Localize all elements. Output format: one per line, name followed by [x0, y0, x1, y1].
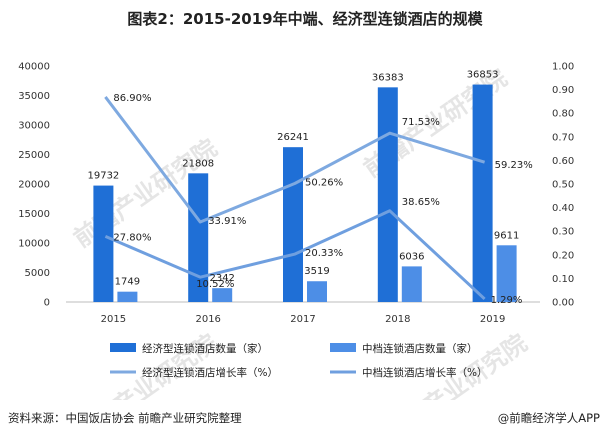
bar-data-label: 21808 — [182, 158, 214, 169]
y2-tick-label: 0.00 — [552, 298, 574, 309]
bar — [212, 288, 233, 302]
y-tick-label: 30000 — [18, 121, 50, 132]
brand-credit: @前瞻经济学人APP — [497, 411, 600, 425]
watermark-text: 前瞻产业研究院 — [69, 329, 223, 400]
bar-data-label: 3519 — [304, 266, 329, 277]
x-tick-label: 2017 — [290, 314, 315, 325]
line-data-label: 50.26% — [305, 177, 343, 188]
bar — [307, 281, 327, 302]
bar — [401, 266, 422, 302]
line-data-label: 1.29% — [491, 295, 523, 306]
bar — [377, 87, 398, 302]
x-tick-label: 2018 — [385, 314, 410, 325]
y-tick-label: 25000 — [18, 150, 50, 161]
bar-data-label: 9611 — [494, 230, 519, 241]
bar — [283, 147, 303, 302]
line-data-label: 38.65% — [402, 197, 440, 208]
bar — [117, 291, 138, 302]
y2-tick-label: 0.60 — [552, 156, 574, 167]
bar-data-label: 36853 — [467, 70, 499, 81]
line-data-label: 27.80% — [113, 232, 151, 243]
y-tick-label: 20000 — [18, 180, 50, 191]
line-data-label: 71.53% — [402, 117, 440, 128]
x-tick-label: 2016 — [195, 314, 220, 325]
bar — [188, 173, 209, 302]
chart-data-labels: 19732 21808 26241 36383 36853 1749 2342 3519 603… — [87, 70, 532, 306]
legend-label: 经济型连锁酒店增长率（%） — [142, 366, 278, 379]
bar — [93, 185, 114, 302]
line-data-label: 10.52% — [196, 279, 234, 290]
y-tick-label: 0 — [44, 298, 50, 309]
source-note: 资料来源：中国饭店协会 前瞻产业研究院整理 — [8, 411, 242, 425]
bar-data-label: 2342 — [209, 273, 234, 284]
y2-tick-label: 0.20 — [552, 250, 574, 261]
bar-data-label: 26241 — [277, 132, 309, 143]
bar-data-label: 19732 — [87, 171, 119, 182]
y2-tick-label: 0.50 — [552, 180, 574, 191]
bar-data-label: 1749 — [115, 277, 140, 288]
series-line — [104, 96, 486, 224]
bar-data-label: 6036 — [399, 251, 424, 262]
y2-tick-label: 0.30 — [552, 227, 574, 238]
x-tick-label: 2015 — [101, 314, 126, 325]
y-tick-label: 40000 — [18, 62, 50, 73]
y2-tick-label: 0.90 — [552, 85, 574, 96]
chart-lines — [104, 96, 486, 301]
line-data-label: 86.90% — [113, 93, 151, 104]
y2-tick-label: 0.40 — [552, 203, 574, 214]
bar — [496, 245, 517, 302]
y-tick-label: 10000 — [18, 239, 50, 250]
y2-tick-label: 1.00 — [552, 62, 574, 73]
chart-bars — [93, 84, 517, 303]
series-line — [104, 209, 486, 301]
y2-tick-label: 0.80 — [552, 109, 574, 120]
bar — [472, 84, 493, 303]
chart-title: 图表2：2015-2019年中端、经济型连锁酒店的规模 — [127, 10, 483, 28]
legend-label: 经济型连锁酒店数量（家） — [142, 342, 268, 355]
y-tick-label: 35000 — [18, 91, 50, 102]
chart-legend: 经济型连锁酒店数量（家） 中档连锁酒店数量（家） 经济型连锁酒店增长率（%） 中档连锁… — [110, 342, 487, 379]
line-data-label: 20.33% — [305, 248, 343, 259]
y2-tick-label: 0.70 — [552, 132, 574, 143]
line-data-label: 33.91% — [208, 216, 246, 227]
x-tick-label: 2019 — [480, 314, 505, 325]
line-data-label: 59.23% — [495, 160, 533, 171]
y-tick-label: 5000 — [25, 268, 50, 279]
legend-label: 中档连锁酒店数量（家） — [362, 342, 478, 355]
watermark-text: 前瞻产业研究院 — [379, 329, 533, 400]
y2-tick-label: 0.10 — [552, 274, 574, 285]
y-tick-label: 15000 — [18, 209, 50, 220]
chart-axes: 0 5000 10000 15000 20000 25000 30000 35000 40000… — [18, 62, 574, 326]
legend-swatch — [110, 343, 136, 352]
legend-label: 中档连锁酒店增长率（%） — [362, 366, 487, 379]
bar-data-label: 36383 — [372, 72, 404, 83]
legend-swatch — [330, 343, 356, 352]
